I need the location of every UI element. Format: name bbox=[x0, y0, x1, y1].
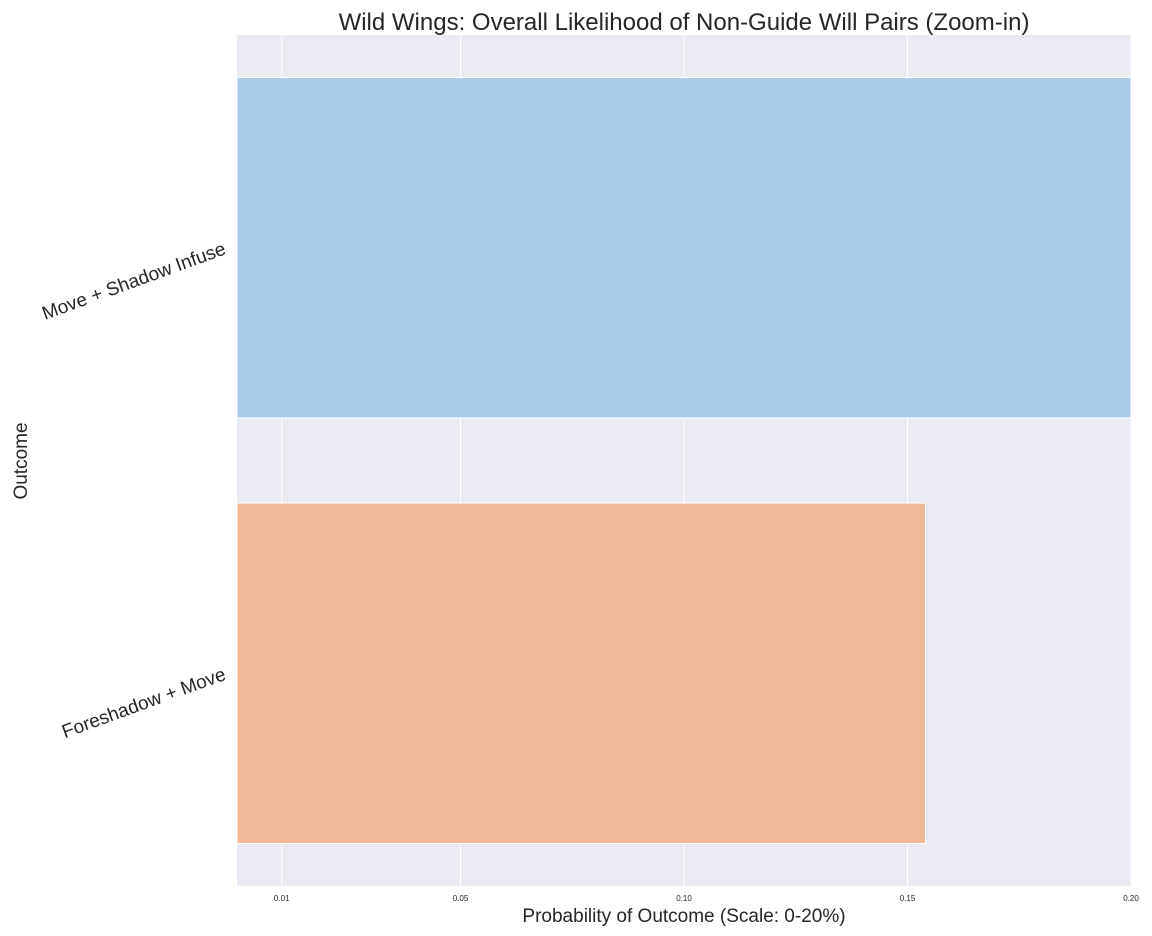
x-tick-label: 0.15 bbox=[900, 894, 916, 903]
x-tick-labels: 0.01 0.05 0.10 0.15 0.20 bbox=[274, 894, 1139, 903]
bars bbox=[236, 77, 1132, 844]
x-tick-label: 0.01 bbox=[274, 894, 290, 903]
category-labels: Move + Shadow Infuse Foreshadow + Move bbox=[39, 239, 228, 743]
x-axis-label: Probability of Outcome (Scale: 0-20%) bbox=[522, 906, 845, 927]
chart-title: Wild Wings: Overall Likelihood of Non-Gu… bbox=[339, 9, 1030, 36]
x-tick-label: 0.10 bbox=[676, 894, 692, 903]
category-label: Foreshadow + Move bbox=[59, 664, 228, 743]
y-axis-label: Outcome bbox=[11, 422, 32, 499]
bar-foreshadow-move bbox=[236, 502, 926, 844]
x-tick-label: 0.05 bbox=[453, 894, 469, 903]
x-tick-label: 0.20 bbox=[1123, 894, 1139, 903]
category-label: Move + Shadow Infuse bbox=[39, 239, 228, 325]
bar-move-shadow-infuse bbox=[236, 77, 1132, 419]
